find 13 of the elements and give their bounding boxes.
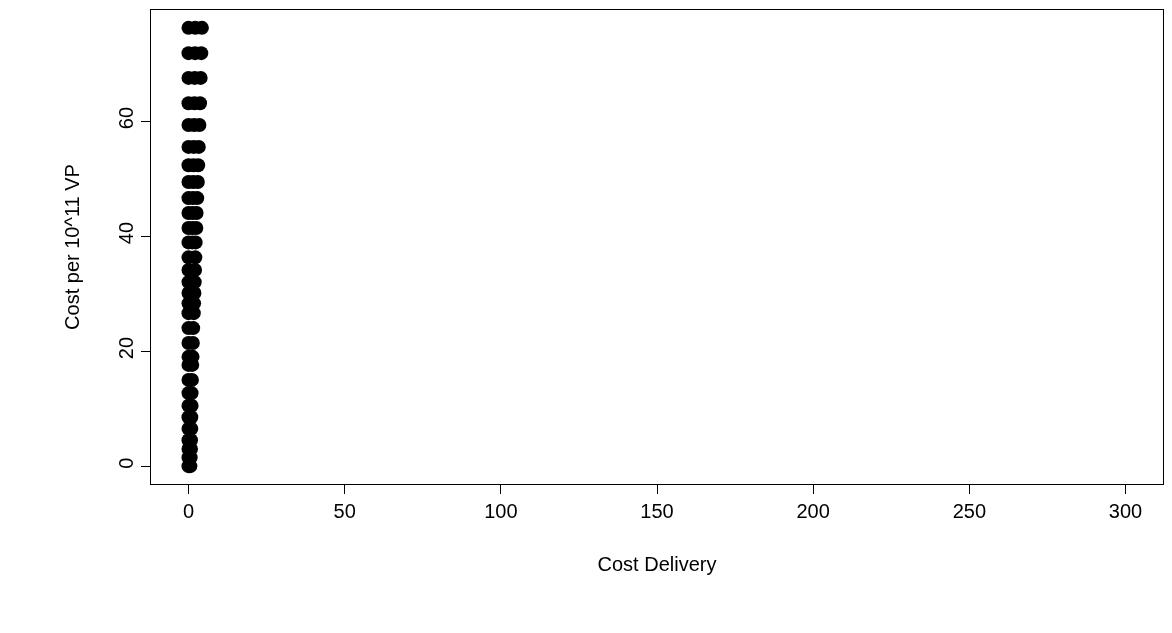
- x-tick-label: 200: [796, 500, 830, 522]
- y-tick-label: 60: [115, 106, 137, 130]
- y-tick-label: 20: [115, 336, 137, 360]
- x-tick-label: 250: [952, 500, 987, 522]
- x-tick-label: 100: [484, 500, 518, 522]
- y-axis-title: Cost per 10^11 VP: [60, 164, 83, 330]
- x-tick-label: 150: [640, 500, 674, 522]
- y-tick-label: 0: [115, 457, 137, 469]
- x-tick-label: 0: [182, 500, 195, 522]
- x-axis-title: Cost Delivery: [597, 552, 717, 575]
- y-tick-label: 40: [115, 221, 137, 245]
- x-tick-label: 300: [1108, 500, 1143, 522]
- x-tick-label: 50: [333, 500, 356, 522]
